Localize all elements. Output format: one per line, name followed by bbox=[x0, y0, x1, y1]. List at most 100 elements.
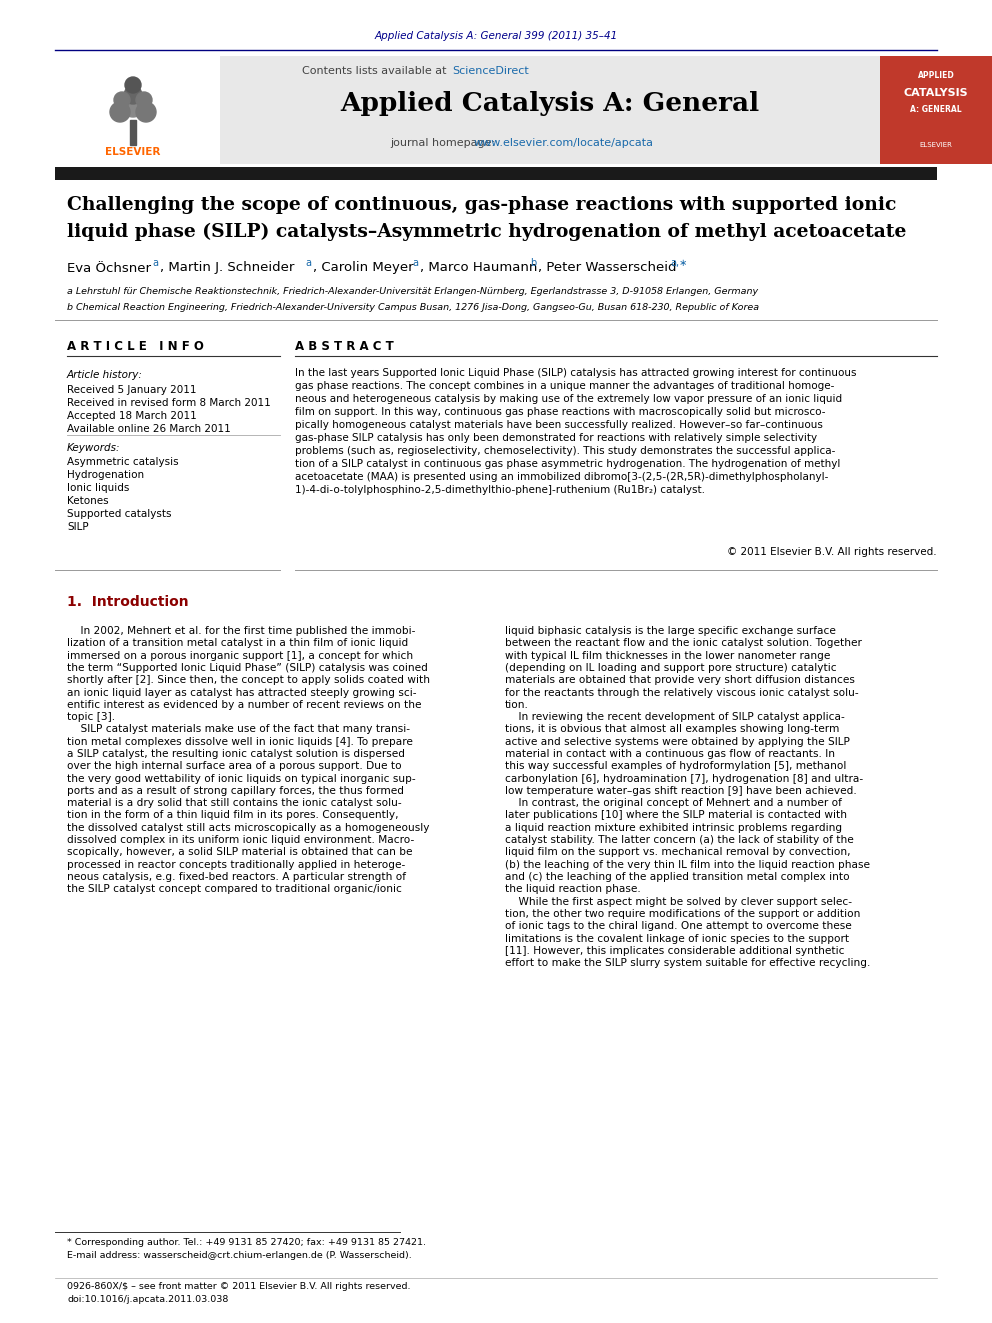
Text: 1.  Introduction: 1. Introduction bbox=[67, 595, 188, 609]
Text: the SILP catalyst concept compared to traditional organic/ionic: the SILP catalyst concept compared to tr… bbox=[67, 884, 402, 894]
Text: over the high internal surface area of a porous support. Due to: over the high internal surface area of a… bbox=[67, 761, 402, 771]
Text: Accepted 18 March 2011: Accepted 18 March 2011 bbox=[67, 411, 196, 421]
Text: Hydrogenation: Hydrogenation bbox=[67, 470, 144, 480]
Text: active and selective systems were obtained by applying the SILP: active and selective systems were obtain… bbox=[505, 737, 850, 746]
Text: immersed on a porous inorganic support [1], a concept for which: immersed on a porous inorganic support [… bbox=[67, 651, 413, 660]
Text: this way successful examples of hydroformylation [5], methanol: this way successful examples of hydrofor… bbox=[505, 761, 846, 771]
Text: Keywords:: Keywords: bbox=[67, 443, 120, 452]
Text: © 2011 Elsevier B.V. All rights reserved.: © 2011 Elsevier B.V. All rights reserved… bbox=[727, 546, 937, 557]
Text: (depending on IL loading and support pore structure) catalytic: (depending on IL loading and support por… bbox=[505, 663, 836, 673]
Text: and (c) the leaching of the applied transition metal complex into: and (c) the leaching of the applied tran… bbox=[505, 872, 849, 882]
Text: dissolved complex in its uniform ionic liquid environment. Macro-: dissolved complex in its uniform ionic l… bbox=[67, 835, 415, 845]
Bar bbox=[55, 167, 937, 180]
Text: Received 5 January 2011: Received 5 January 2011 bbox=[67, 385, 196, 396]
Circle shape bbox=[124, 86, 142, 105]
Text: with typical IL film thicknesses in the lower nanometer range: with typical IL film thicknesses in the … bbox=[505, 651, 830, 660]
Text: In the last years Supported Ionic Liquid Phase (SILP) catalysis has attracted gr: In the last years Supported Ionic Liquid… bbox=[295, 368, 856, 378]
Text: www.elsevier.com/locate/apcata: www.elsevier.com/locate/apcata bbox=[474, 138, 654, 148]
Text: SILP: SILP bbox=[67, 523, 88, 532]
Text: a SILP catalyst, the resulting ionic catalyst solution is dispersed: a SILP catalyst, the resulting ionic cat… bbox=[67, 749, 405, 759]
Text: tion metal complexes dissolve well in ionic liquids [4]. To prepare: tion metal complexes dissolve well in io… bbox=[67, 737, 413, 746]
Text: A: GENERAL: A: GENERAL bbox=[911, 106, 962, 115]
Text: Ionic liquids: Ionic liquids bbox=[67, 483, 129, 493]
Bar bbox=[220, 56, 880, 164]
Text: liquid film on the support vs. mechanical removal by convection,: liquid film on the support vs. mechanica… bbox=[505, 848, 850, 857]
Text: Contents lists available at: Contents lists available at bbox=[302, 66, 450, 75]
Text: an ionic liquid layer as catalyst has attracted steeply growing sci-: an ionic liquid layer as catalyst has at… bbox=[67, 688, 417, 697]
Text: (b) the leaching of the very thin IL film into the liquid reaction phase: (b) the leaching of the very thin IL fil… bbox=[505, 860, 870, 869]
Text: gas phase reactions. The concept combines in a unique manner the advantages of t: gas phase reactions. The concept combine… bbox=[295, 381, 834, 392]
Text: Applied Catalysis A: General 399 (2011) 35–41: Applied Catalysis A: General 399 (2011) … bbox=[374, 30, 618, 41]
Text: the very good wettability of ionic liquids on typical inorganic sup-: the very good wettability of ionic liqui… bbox=[67, 774, 416, 783]
Text: A B S T R A C T: A B S T R A C T bbox=[295, 340, 394, 353]
Circle shape bbox=[110, 102, 130, 122]
Text: , Marco Haumann: , Marco Haumann bbox=[420, 262, 538, 274]
Text: a: a bbox=[412, 258, 418, 269]
Text: liquid phase (SILP) catalysts–Asymmetric hydrogenation of methyl acetoacetate: liquid phase (SILP) catalysts–Asymmetric… bbox=[67, 222, 907, 241]
Text: In 2002, Mehnert et al. for the first time published the immobi-: In 2002, Mehnert et al. for the first ti… bbox=[67, 626, 416, 636]
Text: In reviewing the recent development of SILP catalyst applica-: In reviewing the recent development of S… bbox=[505, 712, 845, 722]
Text: film on support. In this way, continuous gas phase reactions with macroscopicall: film on support. In this way, continuous… bbox=[295, 407, 825, 417]
Text: ScienceDirect: ScienceDirect bbox=[452, 66, 529, 75]
Text: materials are obtained that provide very short diffusion distances: materials are obtained that provide very… bbox=[505, 675, 855, 685]
Text: pically homogeneous catalyst materials have been successfully realized. However–: pically homogeneous catalyst materials h… bbox=[295, 419, 823, 430]
Text: topic [3].: topic [3]. bbox=[67, 712, 115, 722]
Text: between the reactant flow and the ionic catalyst solution. Together: between the reactant flow and the ionic … bbox=[505, 638, 862, 648]
Text: a liquid reaction mixture exhibited intrinsic problems regarding: a liquid reaction mixture exhibited intr… bbox=[505, 823, 842, 832]
Text: doi:10.1016/j.apcata.2011.03.038: doi:10.1016/j.apcata.2011.03.038 bbox=[67, 1295, 228, 1304]
Circle shape bbox=[121, 93, 145, 116]
Text: later publications [10] where the SILP material is contacted with: later publications [10] where the SILP m… bbox=[505, 811, 847, 820]
Text: for the reactants through the relatively viscous ionic catalyst solu-: for the reactants through the relatively… bbox=[505, 688, 859, 697]
Text: A R T I C L E   I N F O: A R T I C L E I N F O bbox=[67, 340, 204, 353]
Text: of ionic tags to the chiral ligand. One attempt to overcome these: of ionic tags to the chiral ligand. One … bbox=[505, 921, 852, 931]
Circle shape bbox=[136, 102, 156, 122]
Text: CATALYSIS: CATALYSIS bbox=[904, 89, 968, 98]
Text: the dissolved catalyst still acts microscopically as a homogeneously: the dissolved catalyst still acts micros… bbox=[67, 823, 430, 832]
Text: acetoacetate (MAA) is presented using an immobilized dibromo[3-(2,5-(2R,5R)-dime: acetoacetate (MAA) is presented using an… bbox=[295, 472, 828, 482]
Text: neous and heterogeneous catalysis by making use of the extremely low vapor press: neous and heterogeneous catalysis by mak… bbox=[295, 394, 842, 404]
Text: material in contact with a continuous gas flow of reactants. In: material in contact with a continuous ga… bbox=[505, 749, 835, 759]
Text: SILP catalyst materials make use of the fact that many transi-: SILP catalyst materials make use of the … bbox=[67, 725, 410, 734]
Text: the term “Supported Ionic Liquid Phase” (SILP) catalysis was coined: the term “Supported Ionic Liquid Phase” … bbox=[67, 663, 428, 673]
Text: neous catalysis, e.g. fixed-bed reactors. A particular strength of: neous catalysis, e.g. fixed-bed reactors… bbox=[67, 872, 406, 882]
Text: liquid biphasic catalysis is the large specific exchange surface: liquid biphasic catalysis is the large s… bbox=[505, 626, 836, 636]
Text: ELSEVIER: ELSEVIER bbox=[105, 147, 161, 157]
Text: effort to make the SILP slurry system suitable for effective recycling.: effort to make the SILP slurry system su… bbox=[505, 958, 870, 968]
Text: APPLIED: APPLIED bbox=[918, 70, 954, 79]
Text: processed in reactor concepts traditionally applied in heteroge-: processed in reactor concepts traditiona… bbox=[67, 860, 406, 869]
Text: entific interest as evidenced by a number of recent reviews on the: entific interest as evidenced by a numbe… bbox=[67, 700, 422, 710]
Text: the liquid reaction phase.: the liquid reaction phase. bbox=[505, 884, 641, 894]
Text: [11]. However, this implicates considerable additional synthetic: [11]. However, this implicates considera… bbox=[505, 946, 844, 955]
Text: a Lehrstuhl für Chemische Reaktionstechnik, Friedrich-Alexander-Universität Erla: a Lehrstuhl für Chemische Reaktionstechn… bbox=[67, 287, 758, 296]
Text: Asymmetric catalysis: Asymmetric catalysis bbox=[67, 456, 179, 467]
Text: b: b bbox=[530, 258, 537, 269]
Text: material is a dry solid that still contains the ionic catalyst solu-: material is a dry solid that still conta… bbox=[67, 798, 402, 808]
Text: * Corresponding author. Tel.: +49 9131 85 27420; fax: +49 9131 85 27421.: * Corresponding author. Tel.: +49 9131 8… bbox=[67, 1238, 426, 1248]
Text: Ketones: Ketones bbox=[67, 496, 109, 505]
Text: , Peter Wasserscheid: , Peter Wasserscheid bbox=[538, 262, 677, 274]
Text: Article history:: Article history: bbox=[67, 370, 143, 380]
Text: Challenging the scope of continuous, gas-phase reactions with supported ionic: Challenging the scope of continuous, gas… bbox=[67, 196, 897, 214]
Text: carbonylation [6], hydroamination [7], hydrogenation [8] and ultra-: carbonylation [6], hydroamination [7], h… bbox=[505, 774, 863, 783]
Text: limitations is the covalent linkage of ionic species to the support: limitations is the covalent linkage of i… bbox=[505, 934, 849, 943]
Text: Supported catalysts: Supported catalysts bbox=[67, 509, 172, 519]
Text: a: a bbox=[305, 258, 311, 269]
Text: ports and as a result of strong capillary forces, the thus formed: ports and as a result of strong capillar… bbox=[67, 786, 404, 796]
Text: lization of a transition metal catalyst in a thin film of ionic liquid: lization of a transition metal catalyst … bbox=[67, 638, 409, 648]
Text: In contrast, the original concept of Mehnert and a number of: In contrast, the original concept of Meh… bbox=[505, 798, 842, 808]
Bar bbox=[880, 56, 992, 164]
Text: Available online 26 March 2011: Available online 26 March 2011 bbox=[67, 423, 231, 434]
Text: b Chemical Reaction Engineering, Friedrich-Alexander-University Campus Busan, 12: b Chemical Reaction Engineering, Friedri… bbox=[67, 303, 759, 311]
Text: tion, the other two require modifications of the support or addition: tion, the other two require modification… bbox=[505, 909, 860, 919]
Text: tion.: tion. bbox=[505, 700, 529, 710]
Bar bbox=[130, 120, 136, 146]
Circle shape bbox=[114, 93, 130, 108]
Text: 1)-4-di-o-tolylphosphino-2,5-dimethylthio-phene]-ruthenium (Ru1Br₂) catalyst.: 1)-4-di-o-tolylphosphino-2,5-dimethylthi… bbox=[295, 486, 705, 495]
Text: While the first aspect might be solved by clever support selec-: While the first aspect might be solved b… bbox=[505, 897, 852, 906]
Text: journal homepage:: journal homepage: bbox=[390, 138, 499, 148]
Text: tion of a SILP catalyst in continuous gas phase asymmetric hydrogenation. The hy: tion of a SILP catalyst in continuous ga… bbox=[295, 459, 840, 468]
Text: problems (such as, regioselectivity, chemoselectivity). This study demonstrates : problems (such as, regioselectivity, che… bbox=[295, 446, 835, 456]
Text: 0926-860X/$ – see front matter © 2011 Elsevier B.V. All rights reserved.: 0926-860X/$ – see front matter © 2011 El… bbox=[67, 1282, 411, 1291]
Text: , Carolin Meyer: , Carolin Meyer bbox=[313, 262, 414, 274]
Text: , Martin J. Schneider: , Martin J. Schneider bbox=[160, 262, 295, 274]
